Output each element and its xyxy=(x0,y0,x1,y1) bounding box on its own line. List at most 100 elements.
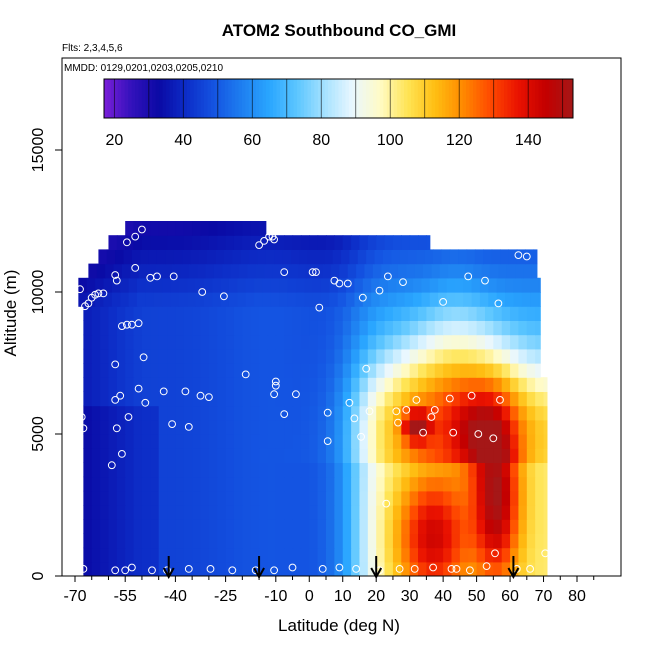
heatmap-cell xyxy=(158,377,168,392)
heatmap-cell xyxy=(317,476,327,492)
heatmap-cell xyxy=(505,292,515,307)
heatmap-cell xyxy=(91,462,101,478)
heatmap-cell xyxy=(116,377,126,392)
heatmap-cell xyxy=(121,263,131,279)
heatmap-cell xyxy=(326,348,335,364)
heatmap-cell xyxy=(484,547,494,563)
heatmap-cell xyxy=(284,547,294,563)
observation-point xyxy=(412,396,421,404)
heatmap-cell xyxy=(392,334,402,350)
heatmap-cell xyxy=(434,377,444,392)
heatmap-cell xyxy=(359,490,369,506)
observation-point xyxy=(541,549,550,558)
heatmap-cell xyxy=(125,306,135,321)
colorbar-segment xyxy=(459,79,464,118)
heatmap-cell xyxy=(198,249,208,265)
heatmap-cell xyxy=(434,519,444,534)
heatmap-cell xyxy=(225,434,235,449)
heatmap-cell xyxy=(326,547,335,563)
heatmap-cell xyxy=(257,249,267,265)
observation-point xyxy=(184,423,193,431)
heatmap-cell xyxy=(484,448,494,463)
heatmap-cell xyxy=(484,476,494,492)
colorbar-segment xyxy=(390,79,395,118)
observation-point xyxy=(419,428,428,437)
observation-point xyxy=(206,565,215,573)
heatmap-cell xyxy=(267,490,277,506)
heatmap-cell xyxy=(305,263,315,279)
heatmap-cell xyxy=(513,277,523,293)
heatmap-cell xyxy=(225,377,235,392)
heatmap-cell xyxy=(116,448,126,463)
heatmap-cell xyxy=(300,348,310,364)
heatmap-cell xyxy=(175,476,185,492)
heatmap-cell xyxy=(275,434,285,449)
colorbar-segment xyxy=(538,79,543,118)
heatmap-cell xyxy=(83,306,93,321)
observation-point xyxy=(384,272,392,281)
x-tick-label: -40 xyxy=(164,588,187,605)
heatmap-cell xyxy=(141,519,151,534)
observation-point xyxy=(427,413,436,421)
heatmap-cell xyxy=(384,490,394,506)
observation-points xyxy=(76,225,550,575)
heatmap-cell xyxy=(274,249,284,265)
heatmap-cell xyxy=(233,547,243,563)
heatmap-cell xyxy=(158,235,168,250)
heatmap-cell xyxy=(233,476,243,492)
heatmap-cell xyxy=(200,306,210,321)
heatmap-cell xyxy=(468,405,478,421)
heatmap-cell xyxy=(451,505,461,520)
heatmap-cell xyxy=(543,405,548,421)
colorbar-segment xyxy=(376,79,381,118)
heatmap-cell xyxy=(158,519,168,534)
heatmap-cell xyxy=(376,306,386,321)
colorbar-segment xyxy=(128,79,133,118)
heatmap-cell xyxy=(501,320,511,336)
heatmap-cell xyxy=(334,434,344,449)
heatmap-cell xyxy=(468,363,478,378)
heatmap-cell xyxy=(459,561,469,576)
heatmap-cell xyxy=(292,462,302,478)
heatmap-cell xyxy=(217,561,227,576)
heatmap-cell xyxy=(267,448,277,463)
colorbar-segment xyxy=(314,79,319,118)
heatmap-cell xyxy=(359,320,369,336)
heatmap-cell xyxy=(208,235,218,250)
heatmap-cell xyxy=(451,561,461,576)
heatmap-cell xyxy=(543,419,548,435)
heatmap-cell xyxy=(275,306,285,321)
heatmap-cell xyxy=(510,462,520,478)
observation-point xyxy=(439,298,448,306)
heatmap-cell xyxy=(384,505,394,520)
heatmap-cell xyxy=(342,519,352,534)
observation-point xyxy=(112,424,121,433)
heatmap-cell xyxy=(225,334,235,350)
heatmap-cell xyxy=(384,235,394,250)
arrow-head xyxy=(507,567,520,580)
heatmap-cell xyxy=(401,547,411,563)
colorbar-segment xyxy=(290,79,295,118)
heatmap-cell xyxy=(451,377,461,392)
heatmap-cell xyxy=(451,306,461,321)
heatmap-cell xyxy=(366,249,376,265)
heatmap-cell xyxy=(317,462,327,478)
heatmap-cell xyxy=(275,547,285,563)
heatmap-cell xyxy=(100,320,110,336)
observation-point xyxy=(292,390,300,399)
heatmap-cell xyxy=(443,490,453,506)
heatmap-cell xyxy=(359,306,369,321)
heatmap-cell xyxy=(167,348,176,364)
heatmap-cell xyxy=(284,377,294,392)
heatmap-cell xyxy=(133,419,143,435)
colorbar-segment xyxy=(214,79,219,118)
heatmap-cell xyxy=(242,462,252,478)
heatmap-cell xyxy=(367,505,377,520)
heatmap-cell xyxy=(367,490,377,506)
heatmap-cell xyxy=(342,320,352,336)
heatmap-cell xyxy=(518,547,528,563)
heatmap-cell xyxy=(476,434,486,449)
heatmap-cell xyxy=(535,334,541,350)
colorbar-segment xyxy=(248,79,253,118)
